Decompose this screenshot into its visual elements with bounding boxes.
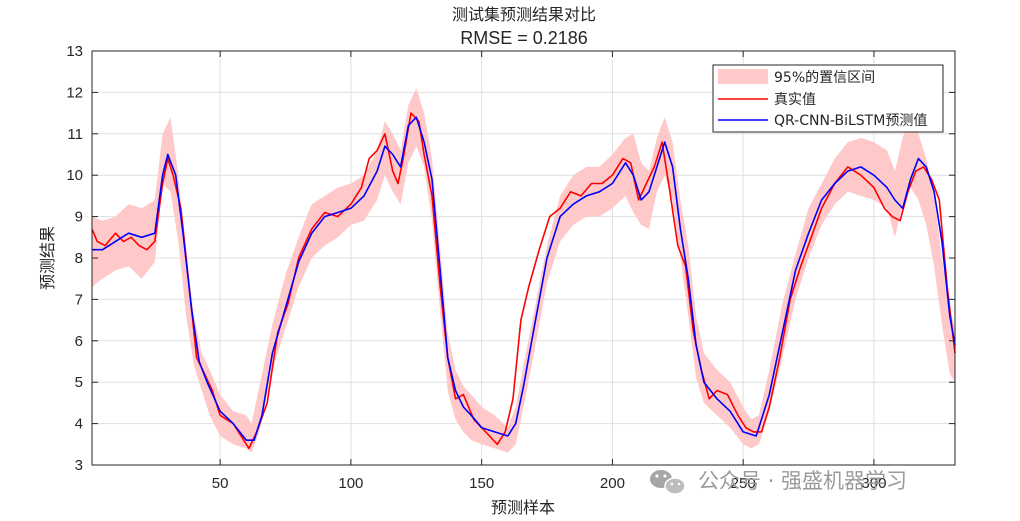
prediction-line: [92, 116, 956, 442]
y-tick-label: 9: [75, 209, 83, 226]
y-tick-label: 6: [75, 333, 83, 350]
y-tick-label: 7: [75, 291, 83, 308]
y-tick-label: 8: [75, 250, 83, 267]
grid: [92, 51, 955, 465]
watermark: 公众号 · 强盛机器学习: [650, 469, 907, 495]
legend-band-label: 95%的置信区间: [774, 70, 875, 86]
legend-band-swatch: [718, 69, 768, 84]
x-tick-label: 150: [469, 475, 494, 492]
y-tick-label: 4: [75, 416, 83, 433]
confidence-band-area: [92, 88, 955, 453]
series-lines: [91, 112, 956, 450]
x-axis-label: 预测样本: [491, 498, 555, 517]
legend-true-label: 真实值: [774, 92, 816, 108]
confidence-band: [92, 88, 955, 453]
y-tick-label: 12: [66, 84, 83, 101]
y-axis: 3 4 5 6 7 8 9 10 11 12 13: [66, 43, 955, 474]
y-tick-label: 10: [66, 167, 83, 184]
legend: 95%的置信区间 真实值 QR-CNN-BiLSTM预测值: [712, 64, 944, 133]
x-tick-label: 300: [861, 475, 886, 492]
wechat-icon: [650, 470, 686, 495]
x-tick-label: 50: [212, 475, 229, 492]
y-tick-label: 3: [75, 457, 83, 474]
y-tick-label: 11: [67, 126, 83, 143]
watermark-text: 公众号 · 强盛机器学习: [698, 469, 907, 493]
legend-pred-label: QR-CNN-BiLSTM预测值: [774, 113, 927, 129]
x-axis: 50 100 150 200 250 300: [212, 51, 886, 492]
x-tick-label: 250: [731, 475, 756, 492]
x-tick-label: 200: [600, 475, 625, 492]
chart-subtitle: RMSE = 0.2186: [460, 28, 588, 48]
chart-title: 测试集预测结果对比: [452, 5, 596, 24]
y-tick-label: 13: [66, 43, 83, 60]
x-tick-label: 100: [338, 475, 363, 492]
y-tick-label: 5: [75, 374, 83, 391]
y-axis-label: 预测结果: [38, 226, 57, 290]
